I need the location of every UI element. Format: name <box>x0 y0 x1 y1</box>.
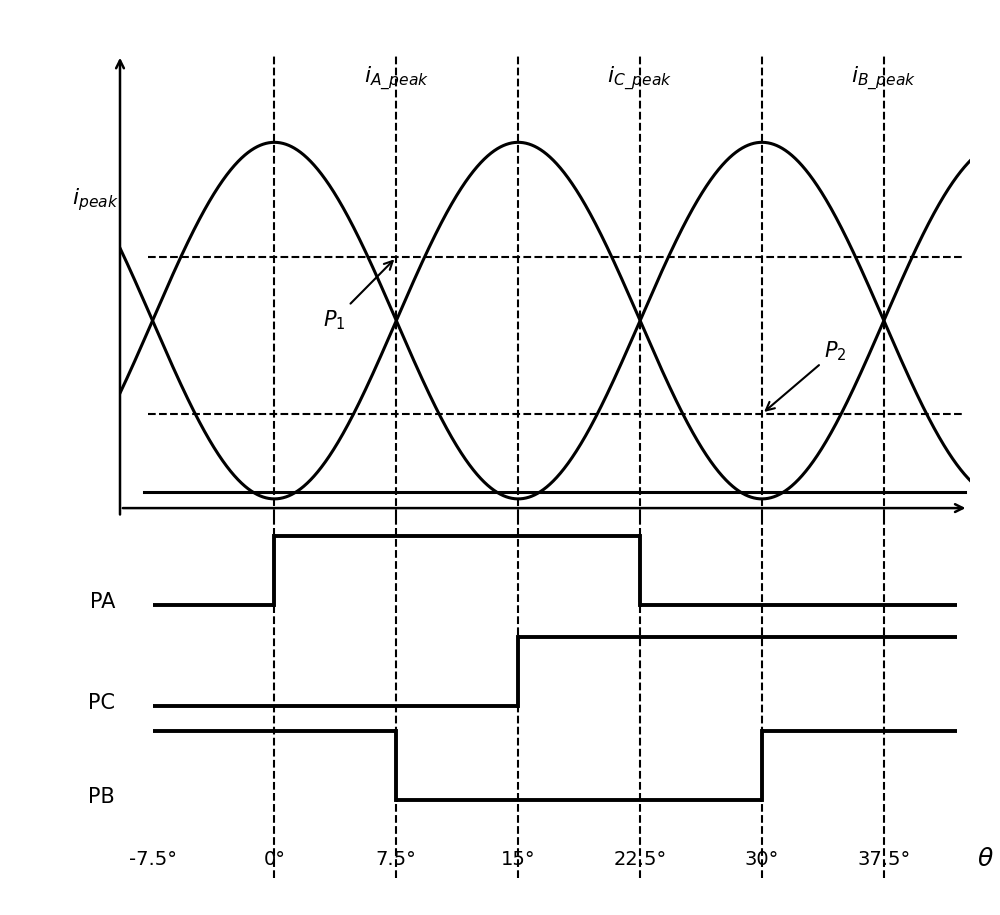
Text: -7.5°: -7.5° <box>129 850 177 869</box>
Text: PB: PB <box>88 787 115 807</box>
Text: 0°: 0° <box>263 850 285 869</box>
Text: $i_{A\_peak}$: $i_{A\_peak}$ <box>364 64 429 93</box>
Text: 22.5°: 22.5° <box>613 850 667 869</box>
Text: $i_{peak}$: $i_{peak}$ <box>72 187 119 213</box>
Text: 30°: 30° <box>745 850 779 869</box>
Text: PC: PC <box>88 693 115 713</box>
Text: 15°: 15° <box>501 850 535 869</box>
Text: $i_{B\_peak}$: $i_{B\_peak}$ <box>851 64 916 93</box>
Text: $i_{C\_peak}$: $i_{C\_peak}$ <box>607 64 673 93</box>
Text: PA: PA <box>90 592 115 612</box>
Text: 7.5°: 7.5° <box>376 850 417 869</box>
Text: $\theta$: $\theta$ <box>977 847 993 871</box>
Text: $P_2$: $P_2$ <box>766 339 846 411</box>
Text: 37.5°: 37.5° <box>857 850 910 869</box>
Text: $P_1$: $P_1$ <box>323 261 393 331</box>
